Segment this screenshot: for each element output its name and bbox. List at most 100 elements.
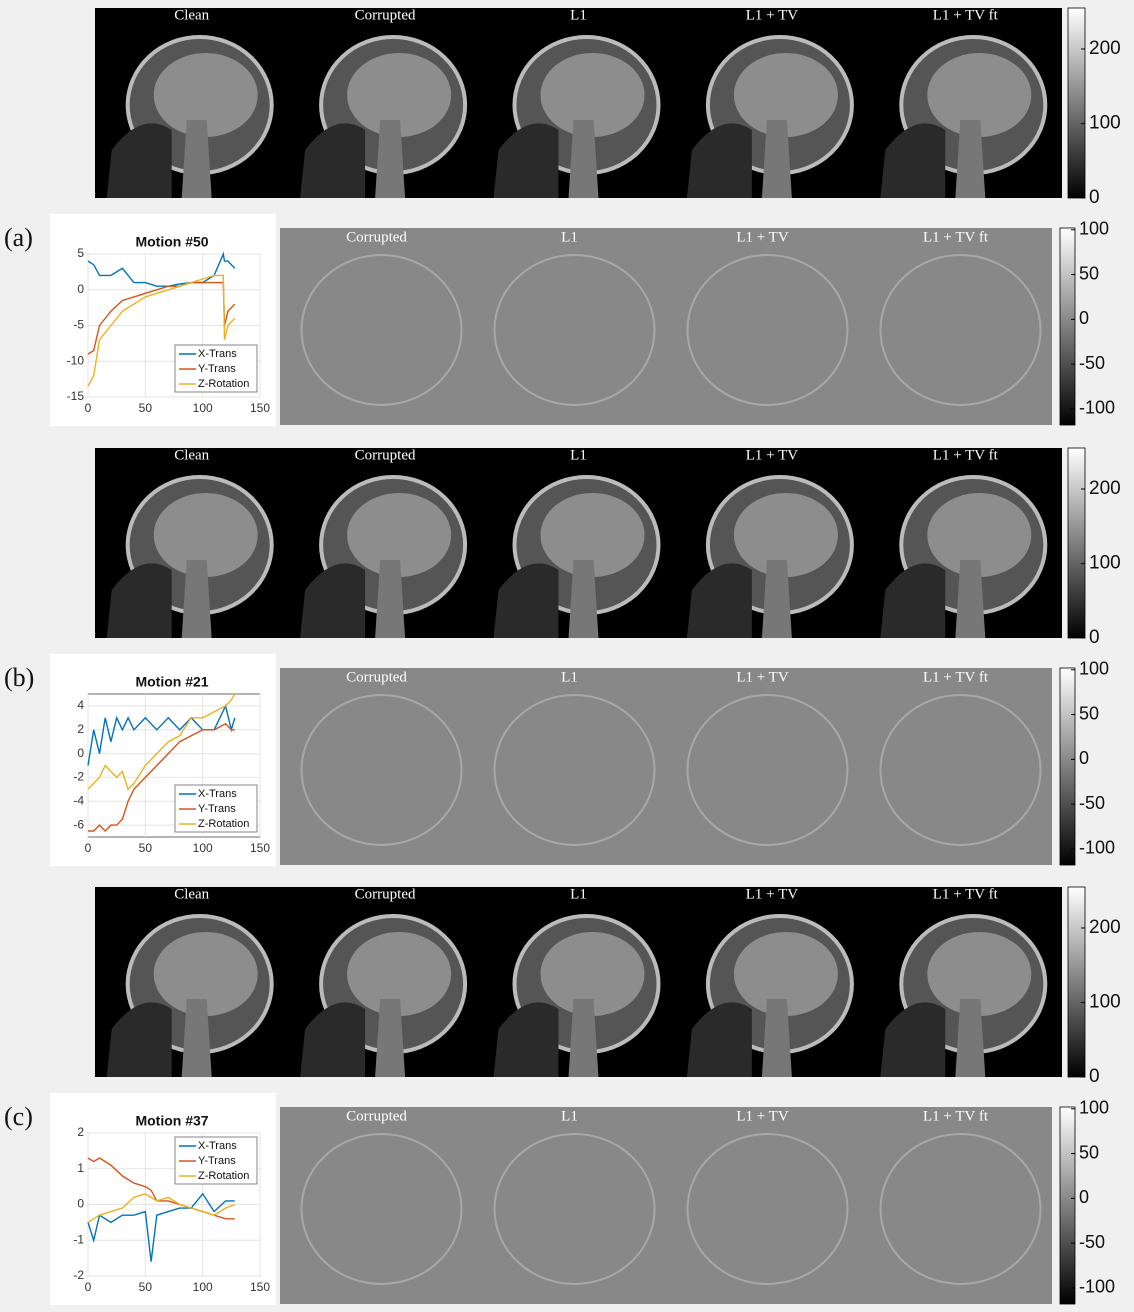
chart-title: Motion #21 (135, 674, 208, 690)
colorbar-tick-label: 50 (1079, 263, 1099, 283)
x-tick-label: 150 (250, 841, 270, 855)
error-title: L1 + TV (736, 229, 789, 245)
image-title: L1 + TV ft (933, 886, 999, 902)
error-title: Corrupted (346, 1108, 407, 1124)
colorbar-tick-label: 200 (1089, 478, 1121, 499)
image-title: L1 (570, 447, 587, 463)
colorbar-tick-label: 0 (1089, 187, 1100, 208)
colorbar (1068, 448, 1085, 638)
error-title: L1 + TV ft (923, 229, 989, 245)
colorbar-tick-label: 200 (1089, 38, 1121, 59)
colorbar-tick-label: 50 (1079, 1142, 1099, 1162)
mri-neck (955, 560, 985, 638)
mri-neck (182, 999, 212, 1077)
image-title: L1 + TV (746, 886, 799, 902)
colorbar-tick-label: 200 (1089, 917, 1121, 938)
image-title: Corrupted (355, 886, 416, 902)
error-title: L1 (561, 1108, 578, 1124)
legend-label: Z-Rotation (198, 378, 249, 390)
mri-neck (375, 560, 405, 638)
error-title: L1 (561, 669, 578, 685)
colorbar-tick-label: 100 (1089, 553, 1121, 574)
y-tick-label: -5 (73, 318, 84, 332)
y-tick-label: -4 (73, 793, 84, 807)
mri-neck (569, 120, 599, 198)
error-title: L1 + TV ft (923, 1108, 989, 1124)
x-tick-label: 100 (193, 401, 213, 415)
legend-label: X-Trans (198, 788, 237, 800)
y-tick-label: -2 (73, 770, 84, 784)
error-title: L1 + TV (736, 669, 789, 685)
legend-label: X-Trans (198, 348, 237, 360)
legend-label: Z-Rotation (198, 818, 249, 830)
colorbar (1068, 8, 1085, 198)
figure: (a) Clean Corrupted L1 L1 + TV L1 + TV ft 0 100… (0, 0, 1134, 1312)
mri-neck (182, 560, 212, 638)
x-tick-label: 0 (85, 401, 92, 415)
x-tick-label: 100 (193, 841, 213, 855)
mri-neck (762, 120, 792, 198)
x-tick-label: 50 (139, 1280, 153, 1294)
legend-label: X-Trans (198, 1140, 237, 1152)
colorbar-tick-label: -50 (1079, 793, 1105, 813)
y-tick-label: -6 (73, 817, 84, 831)
y-tick-label: 4 (77, 698, 84, 712)
mri-neck (375, 120, 405, 198)
colorbar-tick-label: 100 (1089, 113, 1121, 134)
image-title: L1 + TV (746, 447, 799, 463)
legend-label: Y-Trans (198, 1155, 236, 1167)
colorbar-tick-label: 0 (1079, 1187, 1089, 1207)
y-tick-label: 0 (77, 746, 84, 760)
x-tick-label: 150 (250, 1280, 270, 1294)
colorbar (1060, 228, 1075, 425)
colorbar-tick-label: 0 (1079, 748, 1089, 768)
mri-neck (762, 560, 792, 638)
image-title: Corrupted (355, 447, 416, 463)
colorbar-tick-label: 0 (1089, 1066, 1100, 1087)
legend-label: Z-Rotation (198, 1170, 249, 1182)
mri-neck (955, 120, 985, 198)
y-tick-label: 2 (77, 1125, 84, 1139)
image-title: L1 (570, 7, 587, 23)
chart-title: Motion #37 (135, 1113, 208, 1129)
colorbar-tick-label: -50 (1079, 1232, 1105, 1252)
mri-neck (375, 999, 405, 1077)
y-tick-label: -10 (67, 353, 85, 367)
error-title: Corrupted (346, 229, 407, 245)
colorbar-tick-label: 100 (1089, 992, 1121, 1013)
image-title: Clean (174, 447, 209, 463)
mri-neck (569, 999, 599, 1077)
y-tick-label: 0 (77, 1197, 84, 1211)
mri-neck (182, 120, 212, 198)
image-title: L1 (570, 886, 587, 902)
panel-label: (b) (4, 663, 34, 692)
error-title: L1 + TV ft (923, 669, 989, 685)
error-title: Corrupted (346, 669, 407, 685)
x-tick-label: 100 (193, 1280, 213, 1294)
colorbar-tick-label: -50 (1079, 353, 1105, 373)
image-title: Clean (174, 7, 209, 23)
y-tick-label: 5 (77, 246, 84, 260)
colorbar-tick-label: 50 (1079, 703, 1099, 723)
panel-label: (c) (4, 1102, 33, 1131)
colorbar-tick-label: -100 (1079, 838, 1115, 858)
image-title: L1 + TV ft (933, 7, 999, 23)
mri-neck (955, 999, 985, 1077)
image-title: L1 + TV (746, 7, 799, 23)
image-title: L1 + TV ft (933, 447, 999, 463)
error-title: L1 (561, 229, 578, 245)
colorbar-tick-label: 0 (1089, 627, 1100, 648)
chart-title: Motion #50 (135, 234, 208, 250)
image-title: Clean (174, 886, 209, 902)
legend-label: Y-Trans (198, 363, 236, 375)
colorbar-tick-label: 100 (1079, 659, 1109, 679)
colorbar (1060, 668, 1075, 865)
error-title: L1 + TV (736, 1108, 789, 1124)
x-tick-label: 0 (85, 1280, 92, 1294)
colorbar-tick-label: -100 (1079, 398, 1115, 418)
legend-label: Y-Trans (198, 803, 236, 815)
x-tick-label: 150 (250, 401, 270, 415)
y-tick-label: 0 (77, 282, 84, 296)
panel-label: (a) (4, 223, 33, 252)
mri-neck (569, 560, 599, 638)
